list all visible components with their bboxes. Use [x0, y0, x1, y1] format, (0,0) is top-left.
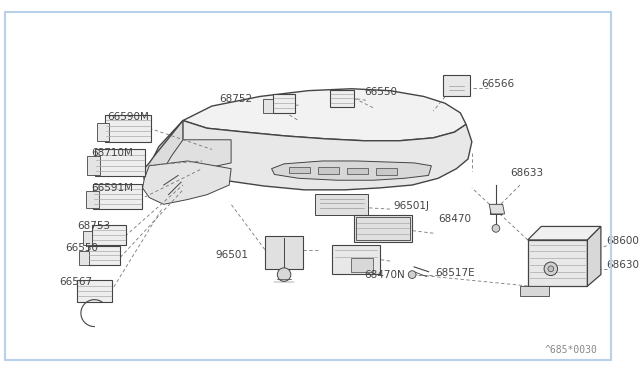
Bar	[351, 258, 372, 272]
Bar	[332, 245, 380, 274]
Bar	[97, 124, 109, 141]
Text: 68517E: 68517E	[435, 268, 475, 278]
Text: 68470N: 68470N	[364, 270, 404, 280]
Text: 66550: 66550	[364, 87, 397, 97]
Text: 68752: 68752	[219, 94, 252, 104]
Bar	[318, 167, 339, 174]
Bar	[86, 156, 100, 176]
Text: 66567: 66567	[60, 277, 93, 287]
Bar	[265, 235, 303, 269]
Text: 68753: 68753	[77, 221, 110, 231]
Polygon shape	[183, 89, 466, 141]
Text: 66550: 66550	[65, 243, 99, 253]
Bar	[83, 231, 92, 245]
Bar	[316, 194, 369, 215]
Circle shape	[548, 266, 554, 272]
Circle shape	[408, 271, 416, 279]
Bar	[330, 90, 354, 107]
Polygon shape	[143, 161, 231, 204]
Bar	[77, 280, 112, 302]
Bar	[88, 246, 120, 265]
Polygon shape	[143, 121, 183, 180]
Text: 66566: 66566	[481, 79, 515, 89]
Text: ^685*0030: ^685*0030	[544, 346, 597, 356]
Circle shape	[544, 262, 557, 276]
Circle shape	[277, 268, 291, 281]
Text: 66590M: 66590M	[108, 112, 149, 122]
Bar	[273, 93, 294, 113]
Polygon shape	[166, 140, 231, 173]
Text: 96501J: 96501J	[393, 201, 429, 211]
Text: 96501: 96501	[216, 250, 248, 260]
Bar	[355, 215, 412, 242]
Polygon shape	[271, 161, 431, 180]
Text: 68710M: 68710M	[91, 148, 133, 158]
Text: 68470: 68470	[438, 214, 471, 224]
Bar	[490, 204, 502, 214]
Bar	[356, 217, 410, 240]
Bar	[105, 115, 151, 142]
Bar	[289, 167, 310, 173]
Text: 68633: 68633	[510, 167, 543, 177]
Bar	[376, 168, 397, 175]
Polygon shape	[489, 204, 504, 214]
Bar	[95, 150, 145, 176]
Circle shape	[492, 225, 500, 232]
Text: 66591M: 66591M	[91, 183, 133, 193]
Bar	[347, 168, 368, 174]
Bar	[263, 99, 273, 113]
Bar	[93, 184, 141, 209]
Bar	[520, 286, 549, 296]
Bar	[86, 191, 99, 208]
Text: 68600: 68600	[607, 236, 639, 246]
Polygon shape	[528, 227, 601, 240]
Bar	[443, 75, 470, 96]
Bar	[92, 225, 125, 245]
Polygon shape	[528, 240, 588, 286]
Bar	[79, 251, 88, 265]
Polygon shape	[588, 227, 601, 286]
Polygon shape	[154, 121, 472, 190]
Text: 68630: 68630	[607, 260, 639, 270]
